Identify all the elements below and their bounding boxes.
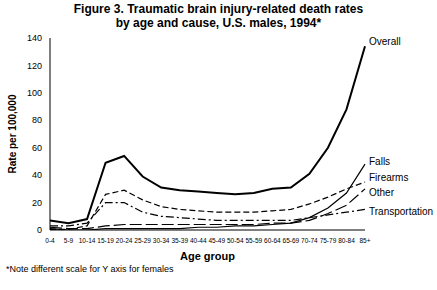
svg-text:5-9: 5-9 (64, 237, 74, 244)
svg-text:20-24: 20-24 (116, 237, 133, 244)
svg-text:Rate per 100,000: Rate per 100,000 (8, 94, 18, 173)
svg-text:30-34: 30-34 (153, 237, 170, 244)
svg-text:50-54: 50-54 (227, 237, 244, 244)
svg-text:60-64: 60-64 (264, 237, 281, 244)
svg-text:120: 120 (27, 61, 42, 71)
svg-text:Transportation: Transportation (369, 206, 429, 217)
svg-text:Firearms: Firearms (369, 172, 408, 183)
svg-text:0: 0 (37, 225, 42, 235)
svg-text:40: 40 (32, 170, 42, 180)
html-text:Figure 3. Traumatic brain inju: Figure 3. Traumatic brain injury-related… (73, 2, 364, 30)
svg-text:Overall: Overall (369, 36, 401, 47)
svg-text:70-74: 70-74 (301, 237, 318, 244)
svg-text:15-19: 15-19 (97, 237, 114, 244)
html-text:*Note different scale for Y ax: *Note different scale for Y axis for fem… (6, 264, 174, 274)
svg-text:85+: 85+ (359, 237, 370, 244)
svg-text:55-59: 55-59 (246, 237, 263, 244)
svg-text:Other: Other (369, 187, 395, 198)
svg-text:10-14: 10-14 (79, 237, 96, 244)
svg-text:80: 80 (32, 115, 42, 125)
svg-text:40-44: 40-44 (190, 237, 207, 244)
svg-text:60: 60 (32, 143, 42, 153)
svg-text:Age group: Age group (180, 250, 235, 262)
svg-text:25-29: 25-29 (134, 237, 151, 244)
svg-text:65-69: 65-69 (283, 237, 300, 244)
svg-text:75-79: 75-79 (320, 237, 337, 244)
svg-text:80-84: 80-84 (338, 237, 355, 244)
svg-text:45-49: 45-49 (208, 237, 225, 244)
svg-text:100: 100 (27, 88, 42, 98)
svg-text:140: 140 (27, 33, 42, 43)
svg-text:0-4: 0-4 (45, 237, 55, 244)
svg-text:20: 20 (32, 198, 42, 208)
svg-text:Falls: Falls (369, 156, 390, 167)
svg-text:35-39: 35-39 (171, 237, 188, 244)
